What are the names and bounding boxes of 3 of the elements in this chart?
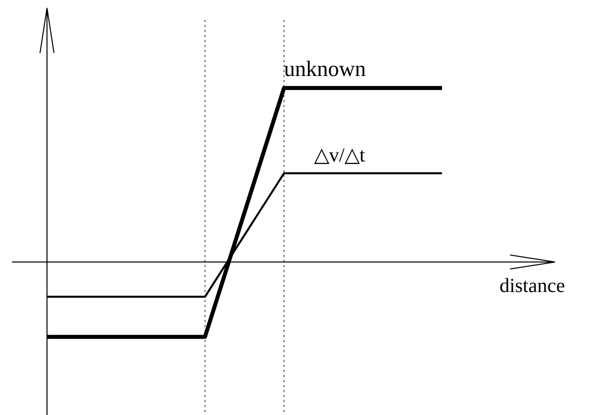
series-label: unknown bbox=[284, 56, 366, 81]
x-axis-title: distance bbox=[499, 275, 566, 297]
series-label: △v/△t bbox=[314, 144, 366, 166]
